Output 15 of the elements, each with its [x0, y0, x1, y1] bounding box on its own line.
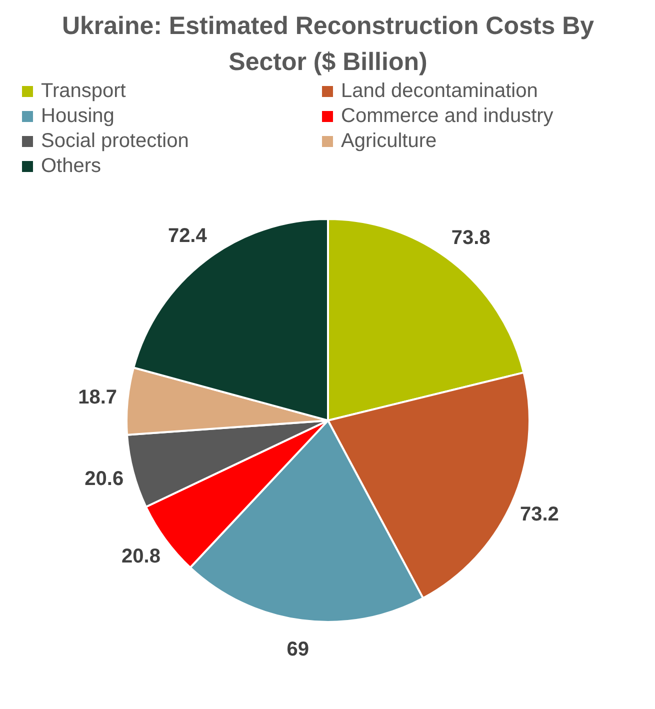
data-label: 18.7: [78, 386, 118, 409]
legend-label: Commerce and industry: [341, 105, 554, 128]
legend-label: Social protection: [41, 130, 189, 153]
data-label: 20.8: [122, 546, 160, 568]
legend-label: Land decontamination: [341, 80, 538, 103]
data-label: 20.6: [84, 468, 124, 490]
legend-label: Transport: [41, 80, 126, 103]
data-label: 73.2: [520, 503, 559, 526]
data-label: 72.4: [168, 225, 208, 248]
data-label: 69: [286, 638, 309, 661]
chart-title: Ukraine: Estimated Reconstruction Costs By Sector ($ Billion): [60, 11, 596, 78]
legend-label: Agriculture: [341, 130, 437, 153]
legend-label: Others: [41, 155, 102, 178]
data-label: 73.8: [451, 226, 490, 249]
legend-label: Housing: [41, 105, 114, 128]
